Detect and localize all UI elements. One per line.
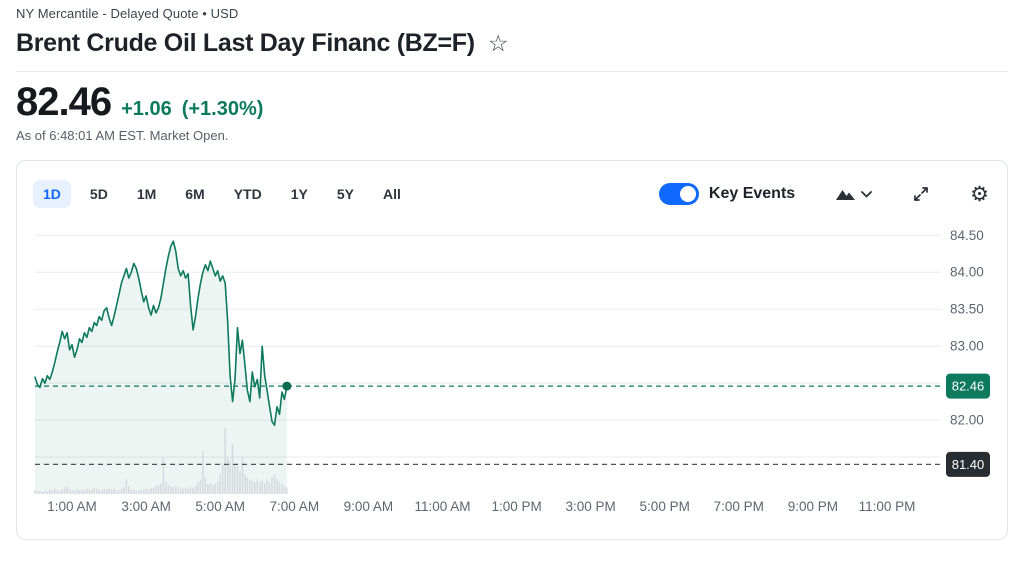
svg-text:5:00 PM: 5:00 PM: [640, 499, 690, 514]
last-price-dot: [282, 381, 292, 391]
chart-toolbar: 1D 5D 1M 6M YTD 1Y 5Y All Key Events: [33, 180, 989, 208]
price-change-percent: (+1.30%): [181, 98, 264, 120]
title-row: Brent Crude Oil Last Day Financ (BZ=F) ☆: [16, 29, 1008, 58]
header-divider: [16, 71, 1008, 72]
svg-text:5:00 AM: 5:00 AM: [195, 499, 245, 514]
gear-icon: ⚙: [970, 181, 989, 206]
reference-lines: [35, 385, 941, 466]
svg-text:82.00: 82.00: [950, 413, 984, 428]
exchange-line: NY Mercantile - Delayed Quote • USD: [16, 6, 239, 21]
key-events-control: Key Events: [658, 183, 796, 205]
range-tab-6m[interactable]: 6M: [175, 180, 214, 208]
gridlines: [35, 234, 941, 458]
current-price-badge: 82.46: [946, 373, 990, 399]
volume-bars: [34, 428, 288, 494]
svg-text:11:00 AM: 11:00 AM: [414, 499, 470, 514]
svg-text:7:00 PM: 7:00 PM: [714, 499, 764, 514]
price-area-fill: [35, 241, 287, 494]
price-line: [34, 240, 288, 426]
as-of-text: As of 6:48:01 AM EST. Market Open.: [16, 128, 229, 143]
svg-text:84.00: 84.00: [950, 265, 984, 280]
range-tab-1d[interactable]: 1D: [33, 180, 71, 208]
svg-text:3:00 AM: 3:00 AM: [121, 499, 171, 514]
svg-text:7:00 AM: 7:00 AM: [270, 499, 320, 514]
key-events-toggle[interactable]: [658, 183, 699, 205]
quote-page: NY Mercantile - Delayed Quote • USD Bren…: [16, 6, 1008, 540]
svg-text:84.50: 84.50: [950, 228, 984, 243]
svg-text:1:00 AM: 1:00 AM: [47, 499, 97, 514]
chart-card: 1D 5D 1M 6M YTD 1Y 5Y All Key Events: [16, 160, 1008, 540]
chart-toolbar-right: Key Events: [658, 181, 989, 206]
price-row: 82.46 +1.06 (+1.30%): [16, 82, 1008, 122]
svg-text:3:00 PM: 3:00 PM: [565, 499, 615, 514]
chevron-down-icon: [861, 190, 873, 197]
svg-text:83.50: 83.50: [950, 302, 984, 317]
range-tab-5y[interactable]: 5Y: [327, 180, 364, 208]
star-outline-icon: ☆: [487, 31, 509, 57]
range-tabs: 1D 5D 1M 6M YTD 1Y 5Y All: [33, 180, 411, 208]
expand-icon: [914, 187, 929, 201]
svg-text:82.46: 82.46: [952, 379, 985, 394]
range-tab-all[interactable]: All: [373, 180, 411, 208]
price-change: +1.06: [121, 98, 172, 120]
current-price: 82.46: [16, 80, 112, 124]
fullscreen-button[interactable]: [912, 185, 930, 203]
x-axis-labels: 1:00 AM 3:00 AM 5:00 AM 7:00 AM 9:00 AM 11:00…: [47, 499, 915, 514]
toggle-knob: [679, 186, 696, 202]
svg-text:81.40: 81.40: [952, 457, 985, 472]
y-axis-labels: 84.50 84.00 83.50 83.00 82.00: [950, 228, 984, 428]
range-tab-1y[interactable]: 1Y: [281, 180, 318, 208]
svg-text:1:00 PM: 1:00 PM: [491, 499, 541, 514]
settings-button[interactable]: ⚙: [970, 181, 989, 206]
page-title: Brent Crude Oil Last Day Financ (BZ=F): [16, 29, 475, 57]
price-chart[interactable]: 82.46 81.40 84.50 84.00 83.50 83.00 82.00 1:00 …: [17, 219, 1007, 521]
svg-text:83.00: 83.00: [950, 339, 984, 354]
svg-text:11:00 PM: 11:00 PM: [859, 499, 916, 514]
price-badges: 82.46 81.40: [946, 373, 990, 477]
svg-text:9:00 PM: 9:00 PM: [788, 499, 838, 514]
range-tab-5d[interactable]: 5D: [80, 180, 118, 208]
favorite-button[interactable]: ☆: [488, 33, 509, 56]
chart-type-button[interactable]: [835, 187, 873, 201]
key-events-label: Key Events: [708, 185, 796, 202]
range-tab-1m[interactable]: 1M: [127, 180, 166, 208]
previous-close-badge: 81.40: [946, 451, 990, 477]
svg-text:9:00 AM: 9:00 AM: [344, 499, 394, 514]
range-tab-ytd[interactable]: YTD: [224, 180, 272, 208]
mountain-chart-icon: [836, 190, 856, 200]
